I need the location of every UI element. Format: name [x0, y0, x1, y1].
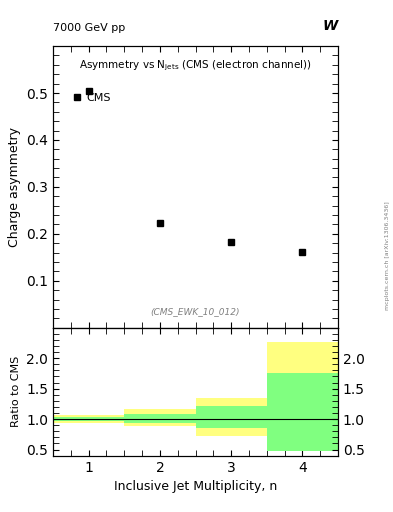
- Y-axis label: Ratio to CMS: Ratio to CMS: [11, 356, 21, 428]
- Text: (CMS_EWK_10_012): (CMS_EWK_10_012): [151, 307, 240, 316]
- Text: mcplots.cern.ch [arXiv:1306.3436]: mcplots.cern.ch [arXiv:1306.3436]: [385, 202, 389, 310]
- Y-axis label: Charge asymmetry: Charge asymmetry: [7, 127, 21, 247]
- CMS: [86, 88, 91, 94]
- Text: 7000 GeV pp: 7000 GeV pp: [53, 23, 125, 33]
- CMS: [300, 249, 305, 255]
- CMS: [158, 220, 162, 226]
- Text: Asymmetry vs N$_{\mathsf{jets}}$ (CMS (electron channel)): Asymmetry vs N$_{\mathsf{jets}}$ (CMS (e…: [79, 59, 312, 73]
- Line: CMS: CMS: [86, 88, 305, 254]
- X-axis label: Inclusive Jet Multiplicity, n: Inclusive Jet Multiplicity, n: [114, 480, 277, 493]
- CMS: [229, 239, 233, 245]
- Text: W: W: [323, 19, 338, 33]
- Legend: CMS: CMS: [68, 89, 116, 108]
